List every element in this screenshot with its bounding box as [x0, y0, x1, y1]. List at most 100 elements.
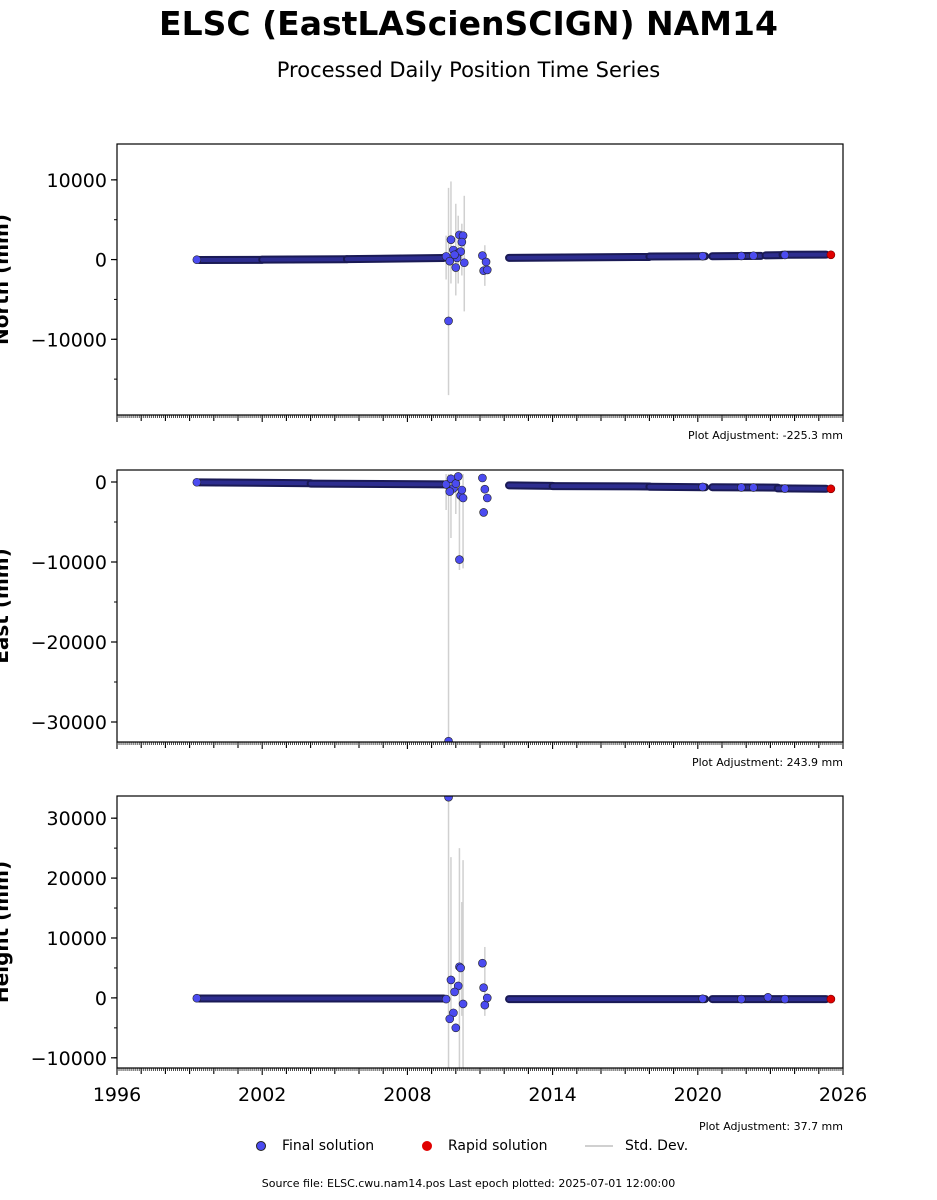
source-file-note: Source file: ELSC.cwu.nam14.pos Last epo… — [261, 1177, 676, 1190]
final-solution-point — [479, 983, 488, 993]
y-tick-label: 10000 — [47, 170, 107, 192]
final-solution-point — [192, 477, 202, 487]
y-tick-label: −10000 — [31, 329, 107, 351]
y-tick-label: 0 — [95, 250, 107, 272]
final-solution-point — [441, 994, 451, 1004]
final-solution-point — [780, 250, 790, 260]
final-solution-point — [482, 493, 492, 503]
final-solution-point — [445, 487, 455, 496]
final-solution-point — [192, 255, 202, 265]
final-solution-point — [763, 993, 773, 1002]
legend-std-label: Std. Dev. — [625, 1138, 689, 1154]
final-solution-point — [457, 485, 467, 495]
rapid-solution-marker-icon — [422, 1141, 432, 1151]
legend-final-label: Final solution — [282, 1138, 375, 1154]
plot-area-0 — [192, 181, 836, 396]
final-solution-point — [478, 473, 487, 483]
final-solution-point — [444, 796, 453, 802]
final-solution-point — [480, 484, 490, 494]
x-tick-label: 2020 — [674, 1084, 722, 1106]
y-tick-label: 10000 — [47, 928, 107, 950]
x-tick-label: 1996 — [93, 1084, 141, 1106]
final-solution-point — [698, 251, 707, 261]
final-solution-point — [453, 472, 463, 481]
final-solution-point — [192, 993, 202, 1003]
y-tick-label: −30000 — [31, 712, 107, 734]
final-solution-point — [451, 263, 461, 272]
final-solution-point — [780, 994, 790, 1004]
final-solution-point — [444, 736, 453, 742]
legend-rapid-label: Rapid solution — [448, 1138, 548, 1154]
final-solution-point — [480, 1000, 490, 1010]
panel-1: 0 −10000 −20000 −30000 East (mm) Plot Adjustm… — [0, 469, 844, 769]
final-solution-point — [445, 1014, 455, 1024]
panel-2: 30000 20000 10000 0 −10000 1996 2002 2008 2014 20… — [0, 795, 867, 1133]
panel-0: 10000 0 −10000 North (mm) Plot Adjustment: -… — [0, 143, 844, 442]
final-solution-point — [749, 251, 758, 261]
y-tick-label: 20000 — [47, 868, 107, 890]
y-tick-label: −20000 — [31, 632, 107, 654]
axes-frame — [116, 795, 844, 1069]
legend-std: Std. Dev. — [585, 1138, 688, 1154]
final-solution-point — [481, 257, 491, 267]
x-tick-label: 2008 — [383, 1084, 431, 1106]
final-solution-point — [450, 987, 459, 997]
final-solution-point — [737, 994, 746, 1004]
final-solution-point — [482, 993, 492, 1003]
rapid-solution-point — [826, 250, 836, 260]
plot-adjustment-note: Plot Adjustment: -225.3 mm — [688, 429, 843, 442]
y-axis-label: East (mm) — [0, 548, 13, 664]
final-solution-point — [482, 265, 492, 275]
final-solution-point — [455, 555, 464, 564]
final-solution-point — [479, 508, 488, 517]
final-solution-point — [737, 251, 746, 261]
y-axis-label: North (mm) — [0, 214, 13, 345]
final-solution-point — [446, 235, 456, 244]
final-solution-point — [698, 994, 707, 1004]
final-solution-point — [478, 251, 487, 260]
x-tick-label: 2002 — [238, 1084, 286, 1106]
x-tick-label: 2026 — [819, 1084, 867, 1106]
y-tick-label: 0 — [95, 472, 107, 494]
legend-final: Final solution — [256, 1138, 374, 1154]
x-tick-label: 2014 — [528, 1084, 576, 1106]
chart-subtitle: Processed Daily Position Time Series — [276, 58, 661, 82]
daily-solution-band-fill — [197, 480, 313, 486]
final-solution-point — [698, 482, 707, 492]
legend: Final solution Rapid solution Std. Dev. — [0, 1138, 937, 1158]
final-solution-point — [450, 250, 459, 260]
y-tick-label: −10000 — [31, 552, 107, 574]
final-solution-point — [458, 999, 468, 1009]
plot-adjustment-note: Plot Adjustment: 37.7 mm — [699, 1120, 843, 1133]
final-solution-point — [445, 256, 455, 266]
rapid-solution-point — [826, 994, 836, 1004]
final-solution-point — [737, 483, 746, 492]
final-solution-point — [458, 493, 468, 503]
final-solution-point — [451, 479, 461, 488]
final-solution-point — [478, 958, 487, 968]
plot-adjustment-note: Plot Adjustment: 243.9 mm — [692, 756, 843, 769]
daily-solution-band-fill — [308, 481, 446, 487]
plot-area-1 — [192, 472, 836, 742]
final-solution-point — [457, 237, 467, 247]
legend-rapid: Rapid solution — [422, 1138, 548, 1154]
final-solution-point — [749, 483, 758, 492]
plot-area-2 — [192, 796, 836, 1068]
y-tick-label: −10000 — [31, 1048, 107, 1070]
y-axis-label: Height (mm) — [0, 861, 13, 1003]
y-tick-label: 0 — [95, 988, 107, 1010]
final-solution-marker-icon — [256, 1141, 266, 1151]
final-solution-point — [444, 316, 453, 326]
final-solution-point — [456, 963, 465, 973]
final-solution-point — [459, 258, 469, 268]
final-solution-point — [446, 975, 456, 985]
rapid-solution-point — [826, 484, 836, 494]
chart-title: ELSC (EastLAScienSCIGN) NAM14 — [159, 4, 778, 43]
final-solution-point — [441, 480, 451, 489]
final-solution-point — [780, 484, 790, 493]
y-tick-label: 30000 — [47, 808, 107, 830]
daily-solution-band-fill — [344, 255, 446, 262]
std-dev-line-icon — [585, 1145, 613, 1147]
final-solution-point — [451, 1023, 461, 1033]
